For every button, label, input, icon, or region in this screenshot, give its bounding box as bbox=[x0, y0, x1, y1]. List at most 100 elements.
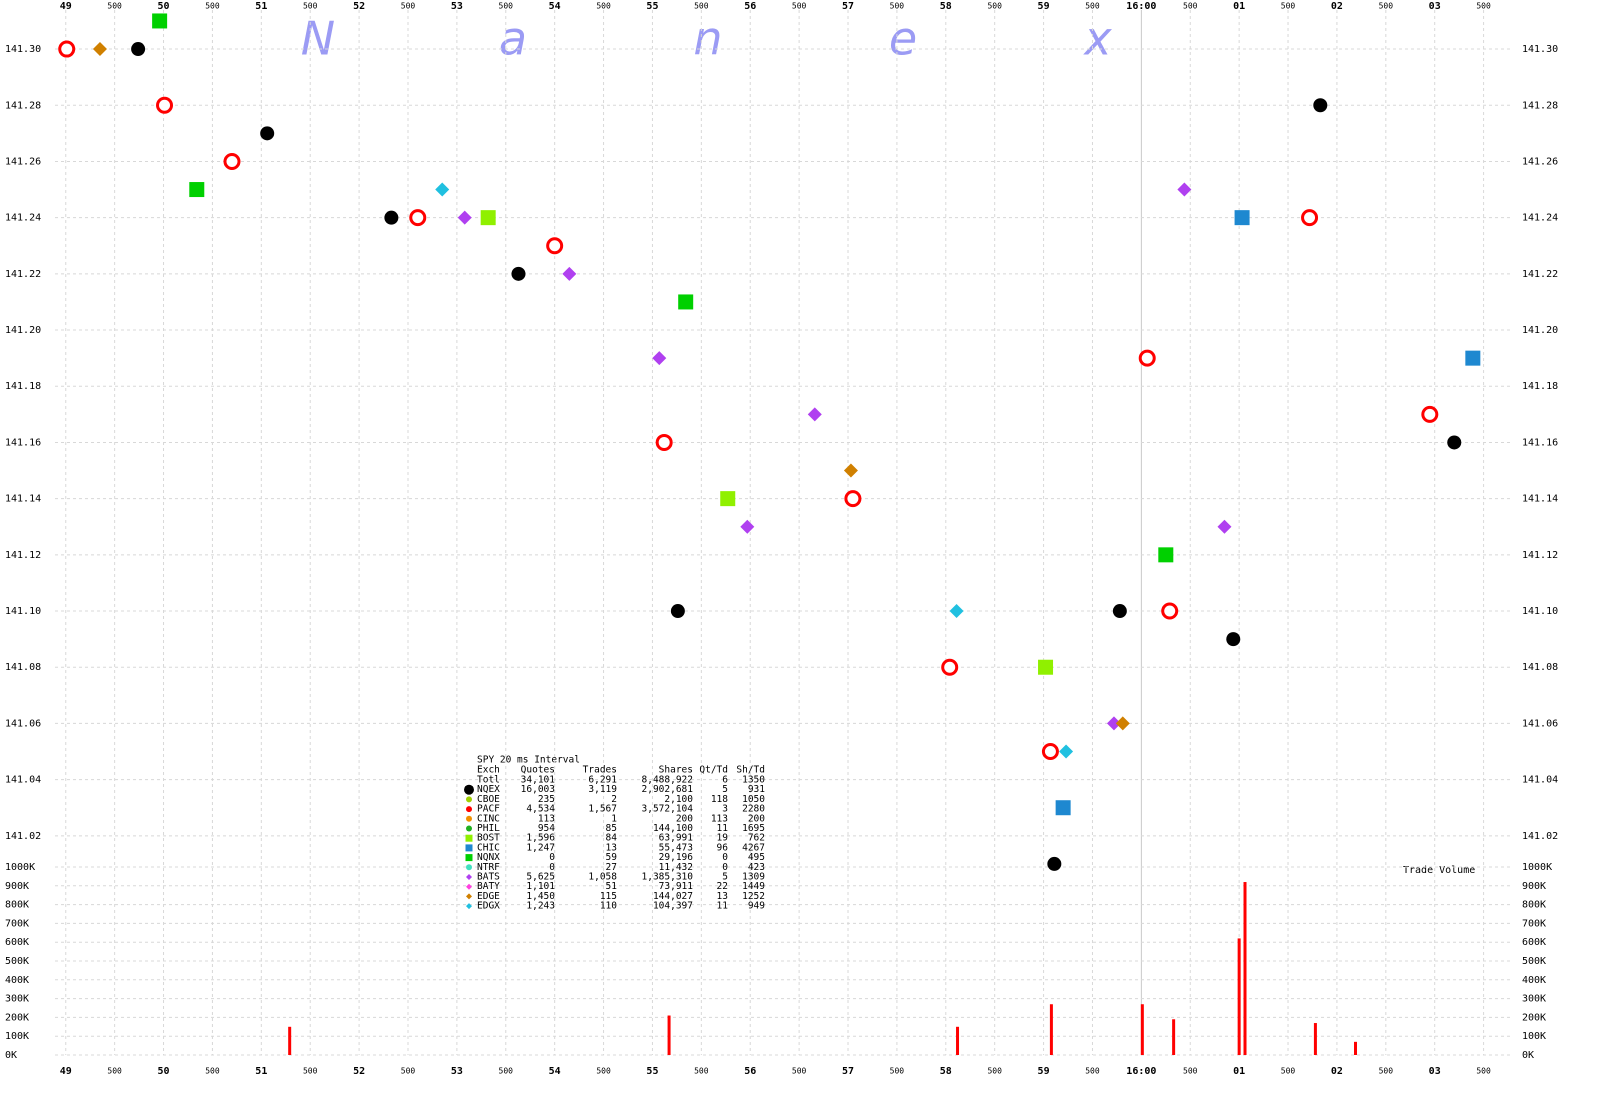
y-tick-label: 141.04 bbox=[5, 775, 41, 786]
y-tick-label-right: 141.26 bbox=[1522, 156, 1558, 167]
y-tick-label-right: 141.24 bbox=[1522, 213, 1558, 224]
y-tick-label: 300K bbox=[5, 994, 29, 1005]
x-tick-label: 16:00 bbox=[1126, 1066, 1156, 1077]
legend-cell: BATS bbox=[477, 872, 500, 883]
x-tick-label: 52 bbox=[353, 1066, 365, 1077]
legend-cell: 63,991 bbox=[659, 833, 694, 844]
y-tick-label: 100K bbox=[5, 1031, 29, 1042]
x-tick-label: 53 bbox=[451, 1066, 463, 1077]
watermark-letter: x bbox=[1082, 12, 1112, 66]
y-tick-label: 800K bbox=[5, 900, 29, 911]
y-tick-label: 141.30 bbox=[5, 44, 41, 55]
y-tick-label-right: 141.16 bbox=[1522, 437, 1558, 448]
legend-cell: BOST bbox=[477, 833, 500, 844]
y-tick-label-right: 141.14 bbox=[1522, 494, 1558, 505]
legend-header: Shares bbox=[659, 765, 693, 776]
trade-point bbox=[843, 463, 858, 478]
trade-point bbox=[152, 13, 168, 29]
legend-marker bbox=[466, 903, 472, 910]
x-tick-label: 500 bbox=[1281, 1067, 1296, 1076]
legend-cell: 5 bbox=[722, 872, 728, 883]
trade-point bbox=[546, 237, 564, 255]
legend-cell: 1,567 bbox=[588, 804, 617, 815]
x-tick-label: 51 bbox=[255, 1066, 267, 1077]
x-tick-label-top: 500 bbox=[1476, 2, 1491, 11]
legend-cell: 85 bbox=[606, 823, 617, 834]
legend-cell: NTRF bbox=[477, 862, 500, 873]
trade-point bbox=[1226, 632, 1241, 647]
y-tick-label-right: 141.10 bbox=[1522, 606, 1558, 617]
volume-bar bbox=[1140, 1004, 1144, 1055]
x-tick-label: 57 bbox=[842, 1066, 854, 1077]
volume-bar bbox=[667, 1015, 671, 1055]
volume-bar bbox=[956, 1026, 960, 1055]
y-tick-label: 141.16 bbox=[5, 437, 41, 448]
legend-marker bbox=[465, 834, 473, 842]
legend-cell: 22 bbox=[717, 881, 728, 892]
legend-cell: 200 bbox=[748, 813, 765, 824]
legend-cell: 59 bbox=[606, 852, 618, 863]
legend-marker bbox=[466, 825, 472, 832]
x-tick-label-top: 49 bbox=[60, 1, 72, 12]
y-tick-label: 600K bbox=[5, 937, 29, 948]
x-tick-label: 54 bbox=[549, 1066, 561, 1077]
volume-bar bbox=[1243, 882, 1247, 1055]
x-tick-label: 500 bbox=[205, 1067, 220, 1076]
trade-point bbox=[480, 210, 496, 226]
legend-cell: 495 bbox=[748, 852, 765, 863]
y-tick-label: 141.20 bbox=[5, 325, 41, 336]
legend-cell: 423 bbox=[748, 862, 765, 873]
legend-cell: 200 bbox=[676, 813, 693, 824]
legend-cell: 144,027 bbox=[653, 891, 693, 902]
x-tick-label: 500 bbox=[303, 1067, 318, 1076]
legend-cell: 931 bbox=[748, 784, 765, 795]
legend-cell: 3 bbox=[722, 804, 728, 815]
y-tick-label-right: 141.08 bbox=[1522, 662, 1558, 673]
trade-point bbox=[1447, 435, 1462, 450]
y-tick-label-right: 900K bbox=[1522, 881, 1546, 892]
x-tick-label: 500 bbox=[401, 1067, 416, 1076]
trade-point bbox=[670, 604, 685, 619]
x-tick-label: 58 bbox=[940, 1066, 952, 1077]
legend-header: Sh/Td bbox=[736, 765, 765, 776]
legend-cell: 4267 bbox=[742, 842, 765, 853]
y-tick-label: 141.22 bbox=[5, 269, 41, 280]
y-tick-label: 141.24 bbox=[5, 213, 41, 224]
x-tick-label-top: 500 bbox=[205, 2, 220, 11]
watermark-letter: e bbox=[889, 12, 917, 66]
y-tick-label: 200K bbox=[5, 1012, 29, 1023]
legend-cell: 115 bbox=[600, 891, 617, 902]
legend-marker bbox=[465, 854, 473, 862]
trade-point bbox=[652, 351, 667, 366]
y-tick-label: 141.14 bbox=[5, 494, 41, 505]
trade-point bbox=[1158, 547, 1174, 563]
trade-point bbox=[260, 126, 275, 141]
x-tick-label-top: 16:00 bbox=[1126, 1, 1156, 12]
x-tick-label: 500 bbox=[987, 1067, 1002, 1076]
x-tick-label: 500 bbox=[890, 1067, 905, 1076]
legend-cell: 1,450 bbox=[526, 891, 555, 902]
legend-cell: 8,488,922 bbox=[642, 775, 693, 786]
trade-point bbox=[1313, 98, 1328, 113]
y-tick-label-right: 1000K bbox=[1522, 862, 1552, 873]
trade-point bbox=[435, 182, 450, 197]
legend-cell: NQNX bbox=[477, 852, 500, 863]
legend-cell: 762 bbox=[748, 833, 765, 844]
legend-marker bbox=[466, 815, 472, 822]
watermark-letter: N bbox=[301, 12, 335, 66]
trade-point bbox=[156, 96, 174, 114]
y-tick-label-right: 200K bbox=[1522, 1012, 1546, 1023]
x-tick-label-top: 01 bbox=[1233, 1, 1245, 12]
trade-point bbox=[1138, 349, 1156, 367]
y-tick-label-right: 0K bbox=[1522, 1050, 1534, 1061]
legend-marker bbox=[466, 864, 472, 871]
legend-header: Qt/Td bbox=[699, 765, 728, 776]
x-tick-label-top: 54 bbox=[549, 1, 561, 12]
volume-bar bbox=[1354, 1041, 1358, 1055]
legend-cell: 51 bbox=[606, 881, 618, 892]
trade-point bbox=[740, 519, 755, 534]
legend-cell: 1,101 bbox=[526, 881, 555, 892]
x-tick-label: 500 bbox=[1379, 1067, 1394, 1076]
y-tick-label-right: 141.28 bbox=[1522, 100, 1558, 111]
